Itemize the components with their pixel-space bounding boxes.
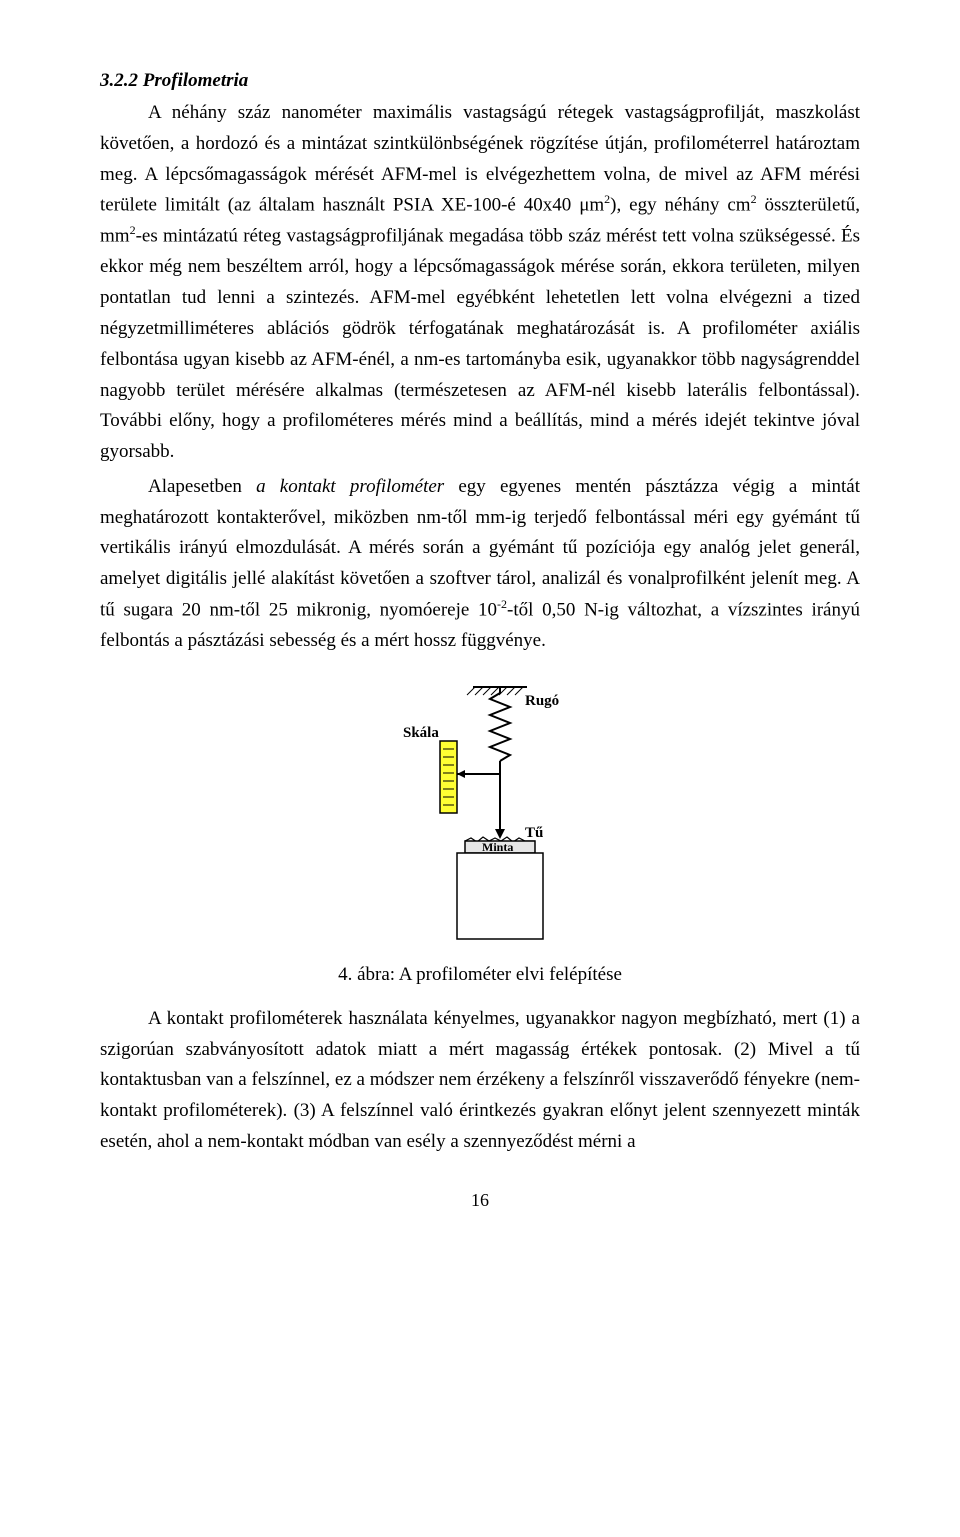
ruler-rect	[440, 741, 457, 813]
paragraph-2: Alapesetben a kontakt profilométer egy e…	[100, 472, 860, 657]
label-tu: Tű	[525, 825, 543, 841]
label-skala: Skála	[403, 725, 439, 741]
p2-italic: a kontakt profilométer	[256, 476, 444, 497]
p2-a: Alapesetben	[148, 476, 256, 497]
page: 3.2.2 Profilometria A néhány száz nanomé…	[0, 0, 960, 1261]
p1-b: ), egy néhány cm	[610, 195, 750, 216]
page-number: 16	[100, 1190, 860, 1211]
p1-d: -es mintázatú réteg vastagságprofiljának…	[100, 226, 860, 462]
substrate-block	[457, 853, 543, 939]
sup-minus-two: -2	[497, 597, 507, 611]
section-heading: 3.2.2 Profilometria	[100, 70, 860, 92]
profilometer-diagram-svg: Rugó Tű Skála Minta	[385, 679, 575, 949]
figure: Rugó Tű Skála Minta	[100, 679, 860, 954]
figure-caption: 4. ábra: A profilométer elvi felépítése	[100, 964, 860, 986]
paragraph-3: A kontakt profilométerek használata kény…	[100, 1004, 860, 1158]
label-rugo: Rugó	[525, 693, 559, 709]
label-minta: Minta	[482, 840, 513, 854]
paragraph-1: A néhány száz nanométer maximális vastag…	[100, 98, 860, 468]
